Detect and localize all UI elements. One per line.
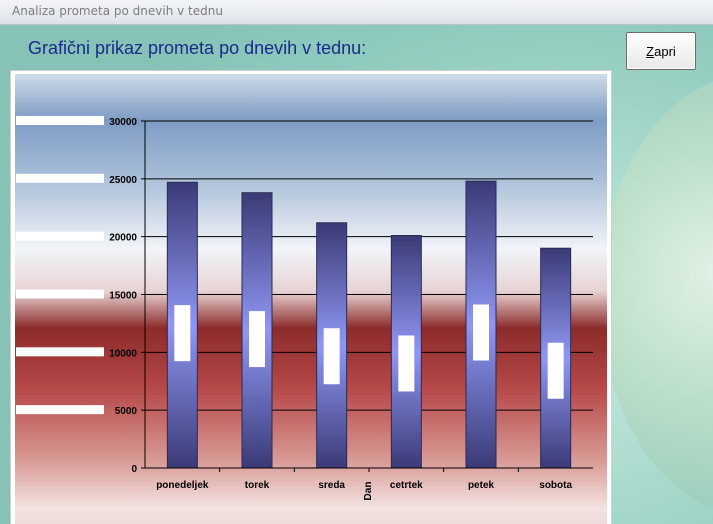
close-button-mnemonic: Z [646, 43, 655, 59]
bar-highlight [473, 304, 489, 361]
title-bar: Analiza prometa po dnevih v tednu [0, 0, 713, 25]
x-tick-label: torek [245, 480, 270, 491]
y-tick-label-background [16, 347, 104, 357]
window-title: Analiza prometa po dnevih v tednu [12, 4, 223, 18]
close-button[interactable]: Zapri [626, 32, 696, 70]
y-tick-label: 15000 [109, 291, 137, 302]
y-tick-label-background [16, 231, 104, 241]
x-axis-label: Dan [363, 482, 374, 501]
x-axis: ponedeljek torek sreda cetrtek petek sobota [156, 468, 572, 491]
x-tick-label: sobota [539, 480, 572, 491]
y-tick-label-background [16, 116, 104, 125]
y-tick-label: 10000 [109, 348, 137, 359]
page-title: Grafični prikaz prometa po dnevih v tedn… [28, 38, 367, 58]
x-tick-label: cetrtek [390, 480, 423, 491]
bar-chart: 0 5000 10000 15000 20000 25000 30000 ponedelje… [15, 74, 607, 524]
x-tick-label: sreda [318, 480, 345, 491]
y-axis: 0 5000 10000 15000 20000 25000 30000 [109, 117, 145, 475]
bar-sobota [540, 247, 572, 469]
bar-highlight [547, 342, 564, 399]
y-tick-label-background [16, 405, 104, 415]
globe-background-image [600, 75, 713, 515]
bar-highlight [249, 311, 265, 368]
form-body: Grafični prikaz prometa po dnevih v tedn… [0, 25, 713, 524]
y-tick-label-background [16, 289, 104, 299]
bar-highlight [398, 335, 415, 392]
y-tick-label: 20000 [109, 233, 137, 244]
x-tick-label: ponedeljek [156, 480, 209, 491]
close-button-label: apri [654, 43, 676, 59]
gridlines [145, 120, 593, 411]
y-tick-label: 25000 [109, 175, 137, 186]
y-tick-label-background [16, 173, 104, 183]
bar-highlight [323, 328, 340, 385]
y-tick-label-backgrounds [16, 116, 104, 415]
chart-frame: 0 5000 10000 15000 20000 25000 30000 ponedelje… [10, 70, 612, 524]
y-tick-label: 5000 [115, 406, 138, 417]
y-tick-label: 30000 [109, 117, 137, 128]
bar-highlight [174, 305, 191, 362]
bars [166, 180, 572, 469]
y-tick-label: 0 [131, 464, 137, 475]
chart-background [15, 74, 607, 524]
x-tick-label: petek [468, 480, 495, 491]
